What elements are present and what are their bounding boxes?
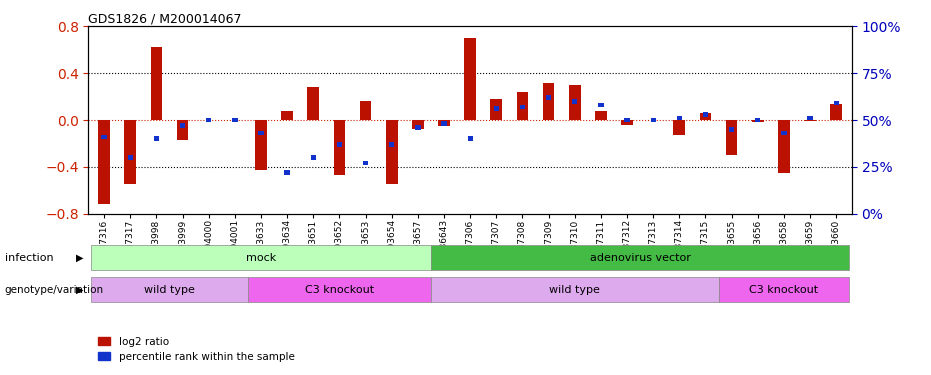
Bar [625, 118, 629, 122]
Bar [258, 131, 263, 135]
Bar [431, 277, 719, 302]
Bar [807, 116, 813, 120]
Text: infection: infection [5, 253, 53, 263]
Legend: log2 ratio, percentile rank within the sample: log2 ratio, percentile rank within the s… [94, 333, 299, 366]
Bar [206, 118, 211, 122]
Text: C3 knockout: C3 knockout [749, 285, 818, 295]
Bar [703, 112, 708, 117]
Text: C3 knockout: C3 knockout [304, 285, 374, 295]
Bar [281, 111, 293, 120]
Text: ▶: ▶ [76, 285, 84, 295]
Bar [804, 120, 816, 121]
Bar [599, 103, 603, 107]
Bar [517, 92, 528, 120]
Bar [180, 123, 185, 128]
Bar [621, 120, 633, 124]
Bar [99, 120, 110, 204]
Bar [833, 101, 839, 105]
Bar [91, 245, 431, 270]
Bar [285, 170, 290, 175]
Text: ▶: ▶ [76, 253, 84, 263]
Bar [726, 120, 737, 155]
Text: genotype/variation: genotype/variation [5, 285, 103, 295]
Bar [491, 99, 502, 120]
Bar [255, 120, 267, 170]
Bar [778, 120, 789, 173]
Bar [781, 131, 787, 135]
Text: adenovirus vector: adenovirus vector [589, 253, 691, 263]
Bar [441, 122, 447, 126]
Bar [677, 116, 682, 120]
Bar [467, 136, 473, 141]
Bar [385, 120, 398, 184]
Bar [651, 118, 655, 122]
Bar [307, 87, 319, 120]
Bar [519, 105, 525, 109]
Bar [248, 277, 431, 302]
Bar [719, 277, 849, 302]
Bar [595, 111, 607, 120]
Bar [752, 120, 763, 122]
Bar [125, 120, 136, 184]
Text: mock: mock [246, 253, 277, 263]
Bar [415, 125, 421, 130]
Bar [465, 38, 476, 120]
Bar [543, 82, 555, 120]
Bar [359, 101, 371, 120]
Bar [431, 245, 849, 270]
Bar [389, 142, 395, 147]
Bar [363, 161, 369, 165]
Bar [177, 120, 188, 140]
Bar [412, 120, 424, 129]
Bar [546, 95, 551, 100]
Bar [830, 104, 842, 120]
Bar [101, 135, 107, 139]
Bar [569, 85, 581, 120]
Bar [128, 155, 133, 160]
Bar [699, 113, 711, 120]
Bar [755, 118, 761, 122]
Bar [154, 136, 159, 141]
Bar [337, 142, 342, 147]
Bar [439, 120, 450, 126]
Text: wild type: wild type [549, 285, 600, 295]
Bar [493, 106, 499, 111]
Bar [572, 99, 577, 104]
Text: wild type: wild type [144, 285, 195, 295]
Bar [673, 120, 685, 135]
Bar [232, 118, 237, 122]
Bar [151, 47, 162, 120]
Bar [91, 277, 248, 302]
Bar [729, 127, 735, 132]
Text: GDS1826 / M200014067: GDS1826 / M200014067 [88, 12, 242, 25]
Bar [311, 155, 316, 160]
Bar [333, 120, 345, 175]
